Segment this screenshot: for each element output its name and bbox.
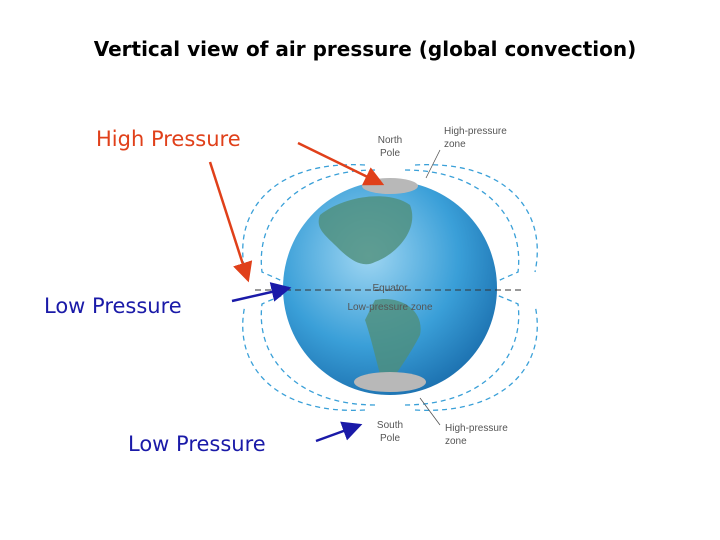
callout: High Pressure <box>96 127 241 151</box>
north-cap <box>362 178 418 194</box>
arrow <box>315 421 363 443</box>
diagram-label: Low-pressure zone <box>347 302 432 313</box>
arrow <box>297 141 385 186</box>
south-cap <box>354 372 426 392</box>
arrow <box>208 161 253 283</box>
diagram-label: zone <box>444 139 466 150</box>
callout: Low Pressure <box>44 294 182 318</box>
diagram-label: zone <box>445 436 467 447</box>
diagram-label: Pole <box>380 433 400 444</box>
leader <box>419 397 441 426</box>
south-america <box>365 299 421 390</box>
diagram-label: High-pressure <box>444 126 507 137</box>
diagram-label: High-pressure <box>445 423 508 434</box>
diagram-label: South <box>377 420 403 431</box>
north-america <box>318 196 413 265</box>
diagram-label: Pole <box>380 148 400 159</box>
leader <box>425 149 441 179</box>
title: Vertical view of air pressure (global co… <box>94 37 637 61</box>
callout: Low Pressure <box>128 432 266 456</box>
arrow <box>231 282 292 303</box>
diagram-label: Equator <box>372 283 408 294</box>
diagram-label: North <box>378 135 402 146</box>
